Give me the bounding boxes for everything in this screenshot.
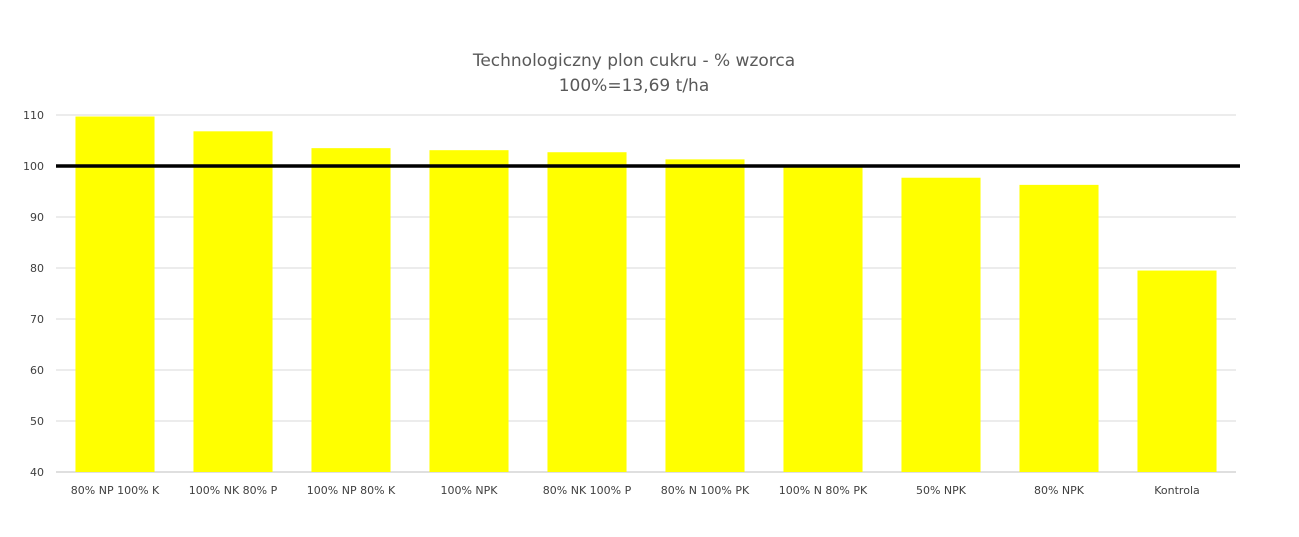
y-tick-label: 80 — [30, 262, 44, 275]
bar — [1019, 184, 1099, 472]
y-tick-label: 70 — [30, 313, 44, 326]
y-tick-label: 60 — [30, 364, 44, 377]
bar — [429, 150, 509, 472]
chart-subtitle: 100%=13,69 t/ha — [559, 76, 710, 96]
y-tick-label: 90 — [30, 211, 44, 224]
bar — [311, 148, 391, 472]
chart-title: Technologiczny plon cukru - % wzorca — [472, 51, 795, 71]
y-tick-label: 50 — [30, 415, 44, 428]
y-tick-label: 100 — [23, 160, 44, 173]
y-tick-label: 40 — [30, 466, 44, 479]
x-tick-label: Kontrola — [1154, 484, 1200, 497]
bar — [1137, 270, 1217, 472]
x-axis-ticks: 80% NP 100% K 100% NK 80% P 100% NP 80% K 1… — [71, 484, 1200, 497]
bar — [193, 131, 273, 472]
x-tick-label: 100% NP 80% K — [307, 484, 396, 497]
x-tick-label: 80% NPK — [1034, 484, 1085, 497]
bar — [783, 164, 863, 473]
x-tick-label: 80% NP 100% K — [71, 484, 160, 497]
x-tick-label: 100% NK 80% P — [189, 484, 278, 497]
x-tick-label: 100% NPK — [440, 484, 498, 497]
bar — [901, 177, 981, 473]
x-tick-label: 80% NK 100% P — [543, 484, 632, 497]
bar — [547, 152, 627, 473]
bar — [665, 159, 745, 472]
x-tick-label: 50% NPK — [916, 484, 967, 497]
y-axis-ticks: 40 50 60 70 80 90 100 110 — [23, 109, 44, 479]
x-tick-label: 100% N 80% PK — [779, 484, 868, 497]
bar — [75, 116, 155, 472]
y-tick-label: 110 — [23, 109, 44, 122]
bars — [75, 116, 1217, 473]
x-tick-label: 80% N 100% PK — [661, 484, 750, 497]
